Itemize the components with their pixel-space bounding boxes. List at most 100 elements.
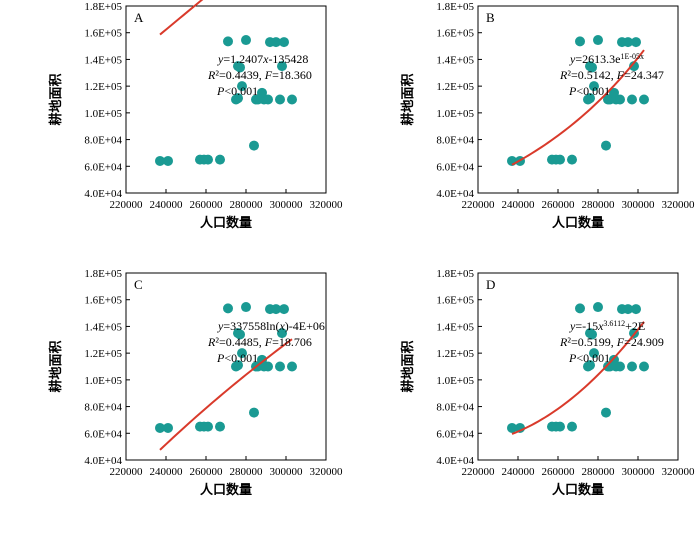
data-point [249,407,259,418]
x-tick-label: 320000 [662,199,696,211]
x-tick-label: 260000 [542,466,576,478]
data-point [155,155,165,166]
y-tick-label: 1.2E+05 [436,81,474,93]
plot-frame [125,272,327,461]
y-axis-label: 耕地面积 [400,340,416,392]
x-tick-label: 280000 [582,199,616,211]
y-axis-label: 耕地面积 [400,73,416,125]
x-tick-label: 320000 [662,466,696,478]
data-point [601,140,611,151]
data-point [587,62,597,73]
y-tick-label: 4.0E+04 [84,188,122,200]
y-tick-label: 6.0E+04 [84,161,122,173]
y-tick-label: 6.0E+04 [436,428,474,440]
x-axis-label: 人口数量 [200,482,252,498]
x-tick-label: 220000 [110,199,144,211]
y-tick-label: 1.8E+05 [84,1,122,13]
fit-line [159,0,204,36]
data-point [567,154,577,165]
x-tick-label: 240000 [150,199,184,211]
panel-letter: A [134,10,144,25]
data-point [277,61,287,72]
panel-d: 4.0E+04 6.0E+04 8.0E+04 1.0E+05 1.2E+05 1.4E+… [400,268,695,498]
annotation-line-3: P<0.001 [568,351,610,365]
data-point [627,361,637,372]
y-tick-label: 8.0E+04 [436,135,474,147]
data-point [233,360,243,371]
data-point [263,94,273,105]
x-tick-label: 280000 [582,466,616,478]
x-axis-label: 人口数量 [552,215,604,231]
y-tick-label: 6.0E+04 [84,428,122,440]
y-tick-label: 1.0E+05 [436,375,474,387]
y-tick-label: 1.4E+05 [84,321,122,333]
x-tick-label: 320000 [310,199,344,211]
data-point [575,36,585,47]
data-point [275,361,285,372]
data-point [639,361,649,372]
data-point [155,422,165,433]
x-tick-label: 280000 [230,466,264,478]
y-tick-label: 8.0E+04 [84,135,122,147]
data-point [629,61,639,72]
data-point [585,93,595,104]
data-point [623,37,633,48]
x-tick-label: 240000 [502,466,536,478]
panel-letter: D [486,277,495,292]
annotation-line-1: y=337558ln(x)-4E+06 [217,319,325,333]
y-tick-label: 4.0E+04 [84,455,122,467]
plot-frame [477,5,679,194]
data-point [585,360,595,371]
data-point [589,81,599,92]
data-point [235,62,245,73]
annotation-line-2: R²=0.4439, F=18.360 [207,68,312,82]
data-point [215,154,225,165]
panel-letter: C [134,277,143,292]
data-point [163,422,173,433]
data-point [237,348,247,359]
y-tick-label: 1.2E+05 [84,348,122,360]
fit-line [511,49,645,166]
annotation-line-3: P<0.001 [216,84,258,98]
y-tick-label: 6.0E+04 [436,161,474,173]
y-tick-label: 1.4E+05 [436,321,474,333]
data-point [631,37,641,48]
annotation-line-2: R²=0.5142, F=24.347 [559,68,664,82]
y-tick-label: 1.6E+05 [84,28,122,40]
panel-c: 4.0E+04 6.0E+04 8.0E+04 1.0E+05 1.2E+05 1.4E+… [48,268,343,498]
data-point [237,81,247,92]
y-tick-label: 8.0E+04 [84,402,122,414]
data-point [615,94,625,105]
y-tick-label: 1.8E+05 [436,268,474,280]
y-tick-label: 1.0E+05 [84,375,122,387]
annotation-line-3: P<0.001 [216,351,258,365]
data-point [203,154,213,165]
data-point [589,348,599,359]
data-point [593,35,603,46]
x-axis-label: 人口数量 [552,482,604,498]
data-point [241,302,251,313]
data-point [507,422,517,433]
data-point [639,94,649,105]
data-point [279,37,289,48]
data-point [223,36,233,47]
data-point [627,94,637,105]
data-point [203,421,213,432]
y-tick-label: 1.8E+05 [84,268,122,280]
data-point [615,361,625,372]
fit-line [159,338,293,451]
data-point [241,35,251,46]
data-point [575,303,585,314]
y-tick-label: 1.4E+05 [84,54,122,66]
data-point [271,304,281,315]
x-tick-label: 280000 [230,199,264,211]
data-point [263,361,273,372]
x-tick-label: 220000 [462,199,496,211]
y-tick-label: 1.2E+05 [436,348,474,360]
plot-frame [125,5,327,194]
y-tick-label: 1.2E+05 [84,81,122,93]
data-point [623,304,633,315]
x-axis-label: 人口数量 [200,215,252,231]
